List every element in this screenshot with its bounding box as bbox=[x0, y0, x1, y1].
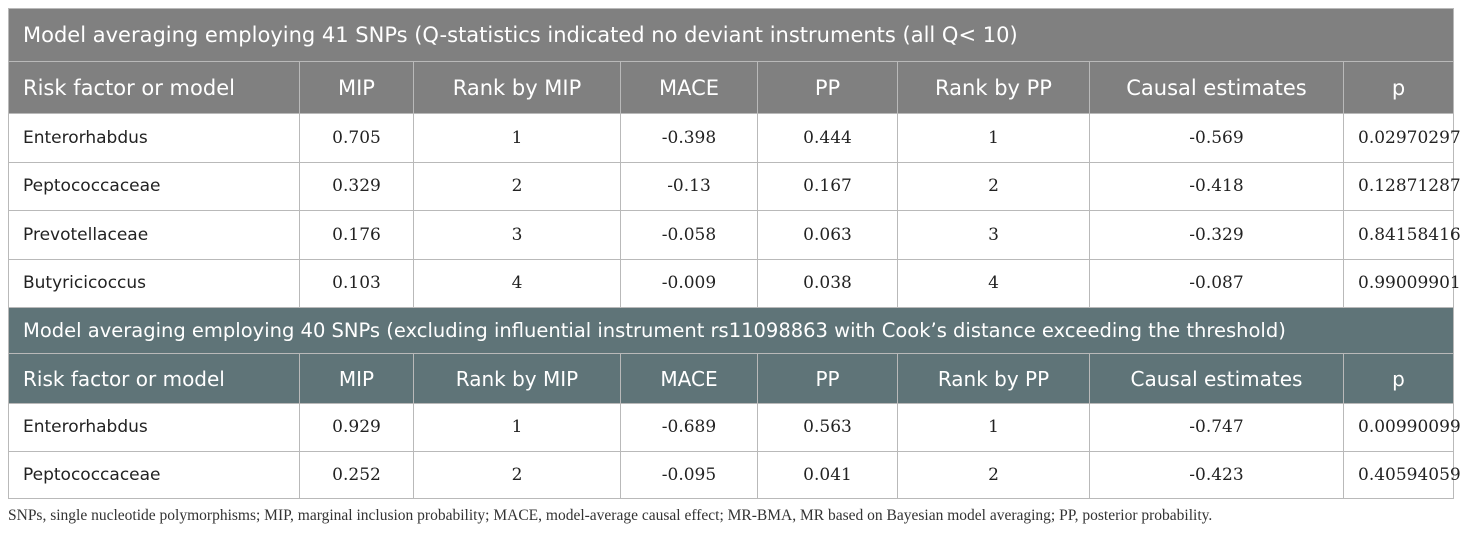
cell-causal-estimate: -0.418 bbox=[1089, 161, 1344, 211]
table-footnote: SNPs, single nucleotide polymorphisms; M… bbox=[8, 507, 1213, 524]
cell-p: 0.00990099 bbox=[1342, 403, 1460, 452]
cell-mip: 0.329 bbox=[299, 161, 414, 211]
table-row: Enterorhabdus 0.705 1 -0.398 0.444 1 -0.… bbox=[8, 113, 1460, 163]
cell-p: 0.84158416 bbox=[1342, 210, 1460, 260]
cell-mip: 0.103 bbox=[299, 258, 414, 308]
cell-mace: -0.058 bbox=[620, 210, 758, 260]
cell-rank-mip: 2 bbox=[413, 161, 621, 211]
section-2-header-row: Risk factor or model MIP Rank by MIP MAC… bbox=[8, 353, 1455, 404]
cell-rank-pp: 2 bbox=[897, 450, 1090, 499]
cell-risk-factor: Prevotellaceae bbox=[8, 210, 300, 260]
section-2-title-row: Model averaging employing 40 SNPs (exclu… bbox=[7, 307, 1455, 354]
column-header: Causal estimates bbox=[1089, 353, 1344, 404]
cell-causal-estimate: -0.569 bbox=[1089, 113, 1344, 163]
column-header: Causal estimates bbox=[1089, 61, 1344, 114]
cell-pp: 0.038 bbox=[757, 258, 898, 308]
table-row: Peptococcaceae 0.329 2 -0.13 0.167 2 -0.… bbox=[8, 161, 1460, 211]
cell-pp: 0.041 bbox=[757, 450, 898, 499]
cell-rank-pp: 1 bbox=[897, 403, 1090, 452]
column-header: Rank by MIP bbox=[413, 61, 621, 114]
column-header: MIP bbox=[299, 353, 414, 404]
cell-rank-mip: 3 bbox=[413, 210, 621, 260]
column-header: PP bbox=[757, 61, 898, 114]
cell-pp: 0.563 bbox=[757, 403, 898, 452]
section-1-title: Model averaging employing 41 SNPs (Q-sta… bbox=[7, 8, 1455, 62]
column-header: MACE bbox=[620, 61, 758, 114]
cell-mip: 0.929 bbox=[299, 403, 414, 452]
cell-rank-mip: 2 bbox=[413, 450, 621, 499]
column-header: p bbox=[1342, 353, 1455, 404]
column-header: Rank by PP bbox=[897, 353, 1090, 404]
cell-rank-mip: 1 bbox=[413, 403, 621, 452]
cell-mip: 0.176 bbox=[299, 210, 414, 260]
table-row: Enterorhabdus 0.929 1 -0.689 0.563 1 -0.… bbox=[8, 403, 1460, 452]
column-header: MIP bbox=[299, 61, 414, 114]
cell-rank-pp: 3 bbox=[897, 210, 1090, 260]
cell-risk-factor: Butyricicoccus bbox=[8, 258, 300, 308]
cell-p: 0.02970297 bbox=[1342, 113, 1460, 163]
cell-rank-pp: 4 bbox=[897, 258, 1090, 308]
cell-risk-factor: Enterorhabdus bbox=[8, 113, 300, 163]
cell-causal-estimate: -0.087 bbox=[1089, 258, 1344, 308]
table-row: Prevotellaceae 0.176 3 -0.058 0.063 3 -0… bbox=[8, 210, 1460, 260]
cell-risk-factor: Peptococcaceae bbox=[8, 450, 300, 499]
cell-p: 0.12871287 bbox=[1342, 161, 1460, 211]
column-header: Risk factor or model bbox=[8, 61, 300, 114]
cell-mip: 0.705 bbox=[299, 113, 414, 163]
cell-rank-pp: 2 bbox=[897, 161, 1090, 211]
cell-p: 0.99009901 bbox=[1342, 258, 1460, 308]
cell-risk-factor: Enterorhabdus bbox=[8, 403, 300, 452]
cell-rank-mip: 4 bbox=[413, 258, 621, 308]
table-row: Butyricicoccus 0.103 4 -0.009 0.038 4 -0… bbox=[8, 258, 1460, 308]
cell-pp: 0.063 bbox=[757, 210, 898, 260]
cell-causal-estimate: -0.329 bbox=[1089, 210, 1344, 260]
cell-causal-estimate: -0.423 bbox=[1089, 450, 1344, 499]
table-container: Model averaging employing 41 SNPs (Q-sta… bbox=[7, 8, 1460, 525]
cell-mace: -0.095 bbox=[620, 450, 758, 499]
table-row: Peptococcaceae 0.252 2 -0.095 0.041 2 -0… bbox=[8, 450, 1460, 499]
cell-pp: 0.167 bbox=[757, 161, 898, 211]
column-header: MACE bbox=[620, 353, 758, 404]
column-header: PP bbox=[757, 353, 898, 404]
cell-mip: 0.252 bbox=[299, 450, 414, 499]
cell-mace: -0.009 bbox=[620, 258, 758, 308]
cell-rank-mip: 1 bbox=[413, 113, 621, 163]
section-1-header-row: Risk factor or model MIP Rank by MIP MAC… bbox=[8, 61, 1455, 114]
section-1-title-row: Model averaging employing 41 SNPs (Q-sta… bbox=[7, 8, 1455, 62]
cell-risk-factor: Peptococcaceae bbox=[8, 161, 300, 211]
cell-mace: -0.13 bbox=[620, 161, 758, 211]
results-table: Model averaging employing 41 SNPs (Q-sta… bbox=[7, 8, 1460, 499]
cell-mace: -0.689 bbox=[620, 403, 758, 452]
column-header: p bbox=[1342, 61, 1455, 114]
column-header: Rank by MIP bbox=[413, 353, 621, 404]
cell-pp: 0.444 bbox=[757, 113, 898, 163]
cell-rank-pp: 1 bbox=[897, 113, 1090, 163]
cell-p: 0.40594059 bbox=[1342, 450, 1460, 499]
column-header: Rank by PP bbox=[897, 61, 1090, 114]
cell-mace: -0.398 bbox=[620, 113, 758, 163]
column-header: Risk factor or model bbox=[8, 353, 300, 404]
cell-causal-estimate: -0.747 bbox=[1089, 403, 1344, 452]
section-2-title: Model averaging employing 40 SNPs (exclu… bbox=[7, 307, 1455, 354]
